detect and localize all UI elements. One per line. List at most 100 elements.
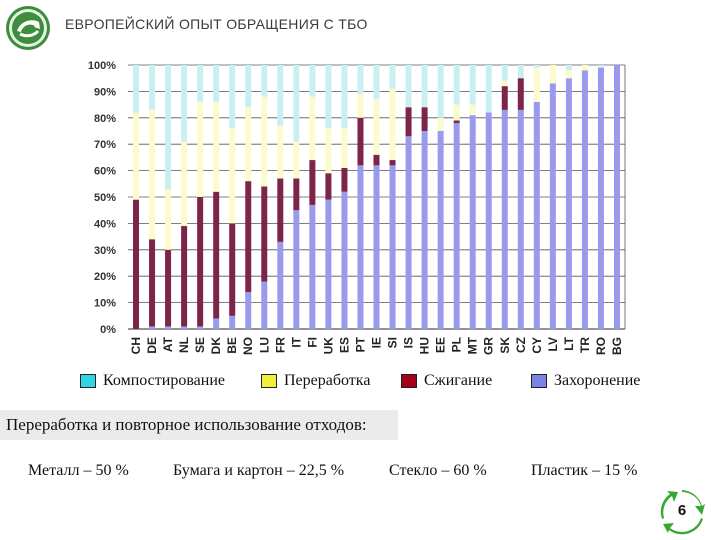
x-tick-label-ee: EE: [434, 337, 448, 353]
bar-landfill-se: [197, 326, 204, 329]
stacked-bar-chart: 0% 10% 20% 30% 40% 50% 60% 70% 80% 90% 100% CH DE AT…: [88, 60, 626, 355]
bar-landfill-be: [229, 315, 236, 329]
y-tick-label: 0%: [100, 324, 116, 336]
bar-incineration-lu: [261, 186, 268, 282]
y-tick-label: 60%: [94, 166, 116, 178]
y-tick-label: 20%: [94, 271, 116, 283]
recycling-logo-icon: [6, 6, 50, 50]
legend-swatch-incineration: [401, 374, 417, 388]
bar-incineration-cz: [517, 78, 524, 110]
x-tick-label-es: ES: [337, 337, 351, 353]
y-tick-label: 10%: [94, 298, 116, 310]
bar-incineration-be: [229, 223, 236, 316]
bar-incineration-at: [165, 249, 172, 327]
bar-landfill-bg: [613, 65, 620, 329]
bar-recycling-dk: [213, 101, 220, 192]
legend-label-incineration: Сжигание: [424, 372, 493, 389]
x-tick-label-lv: LV: [546, 337, 560, 351]
bar-composting-sk: [501, 65, 508, 81]
bar-recycling-de: [149, 109, 156, 240]
bar-incineration-sk: [501, 86, 508, 110]
bar-incineration-no: [245, 181, 252, 293]
legend-item-recycling: Переработка: [261, 372, 370, 390]
bar-landfill-no: [245, 292, 252, 329]
legend-swatch-composting: [80, 374, 96, 388]
y-axis-ticks: 0% 10% 20% 30% 40% 50% 60% 70% 80% 90% 100%: [88, 60, 116, 336]
bar-landfill-dk: [213, 318, 220, 329]
x-axis-ticks: CH DE AT NL SE DK BE NO LU FR IT FI UK ES PT IE SI IS HU EE…: [129, 336, 624, 355]
bar-landfill-lv: [549, 83, 556, 329]
x-tick-label-is: IS: [402, 337, 416, 348]
bar-composting-it: [293, 65, 300, 142]
bar-composting-cy: [533, 65, 540, 68]
bar-landfill-ie: [373, 165, 380, 329]
bar-composting-ie: [373, 65, 380, 100]
bar-composting-mt: [469, 65, 476, 105]
y-tick-label: 40%: [94, 218, 116, 230]
bar-landfill-pl: [453, 123, 460, 329]
bar-incineration-ie: [373, 154, 380, 166]
x-tick-label-cy: CY: [530, 337, 544, 354]
bar-landfill-is: [405, 136, 412, 329]
bar-landfill-gr: [485, 112, 492, 329]
bar-landfill-fr: [277, 241, 284, 329]
bar-recycling-ch: [133, 112, 140, 200]
bar-landfill-fi: [309, 204, 316, 329]
x-tick-label-fr: FR: [273, 337, 287, 353]
legend-label-recycling: Переработка: [284, 372, 371, 389]
legend-item-composting: Компостирование: [80, 372, 225, 390]
bar-landfill-at: [165, 326, 172, 329]
bar-landfill-sk: [501, 109, 508, 329]
bar-landfill-cz: [517, 109, 524, 329]
bar-composting-cz: [517, 65, 524, 79]
bar-recycling-fi: [309, 96, 316, 161]
bar-incineration-es: [341, 167, 348, 192]
bar-incineration-it: [293, 178, 300, 211]
bar-landfill-uk: [325, 199, 332, 329]
legend-label-composting: Компостирование: [103, 372, 225, 389]
stat-glass: Стекло – 60 %: [389, 462, 487, 479]
bar-recycling-pl: [453, 104, 460, 121]
bar-recycling-lt: [565, 70, 572, 79]
bar-landfill-ee: [437, 131, 444, 329]
bar-landfill-cy: [533, 101, 540, 330]
bar-recycling-mt: [469, 104, 476, 116]
bar-landfill-es: [341, 191, 348, 329]
bar-composting-uk: [325, 65, 332, 129]
bar-recycling-at: [165, 189, 172, 250]
bar-composting-fr: [277, 65, 284, 126]
bar-composting-lu: [261, 65, 268, 97]
bar-incineration-se: [197, 197, 204, 327]
bar-recycling-sk: [501, 80, 508, 87]
page-number: 6: [677, 502, 687, 519]
x-tick-label-hu: HU: [418, 337, 432, 354]
bar-incineration-pt: [357, 117, 364, 166]
bar-composting-pt: [357, 65, 364, 95]
bar-incineration-fi: [309, 160, 316, 205]
x-tick-label-lu: LU: [257, 337, 271, 353]
x-tick-label-lt: LT: [562, 336, 576, 350]
bar-incineration-si: [389, 160, 396, 166]
bar-composting-si: [389, 65, 396, 89]
bar-composting-is: [405, 65, 412, 108]
bar-incineration-is: [405, 107, 412, 137]
bar-recycling-cy: [533, 67, 540, 102]
x-tick-label-ch: CH: [129, 337, 143, 354]
x-tick-label-sk: SK: [498, 337, 512, 354]
x-tick-label-se: SE: [193, 337, 207, 353]
bar-incineration-fr: [277, 178, 284, 242]
bar-landfill-ro: [597, 67, 604, 329]
y-tick-label: 30%: [94, 245, 116, 257]
bar-composting-es: [341, 65, 348, 129]
x-tick-label-nl: NL: [177, 337, 191, 353]
bar-composting-hu: [421, 65, 428, 108]
bar-recycling-lu: [261, 96, 268, 187]
y-tick-label: 50%: [94, 192, 116, 204]
bar-recycling-ee: [437, 117, 444, 131]
bar-landfill-si: [389, 165, 396, 329]
bar-composting-ch: [133, 65, 140, 113]
bar-recycling-ie: [373, 99, 380, 155]
bar-composting-dk: [213, 65, 220, 102]
bar-recycling-pt: [357, 94, 364, 118]
bar-recycling-uk: [325, 128, 332, 174]
